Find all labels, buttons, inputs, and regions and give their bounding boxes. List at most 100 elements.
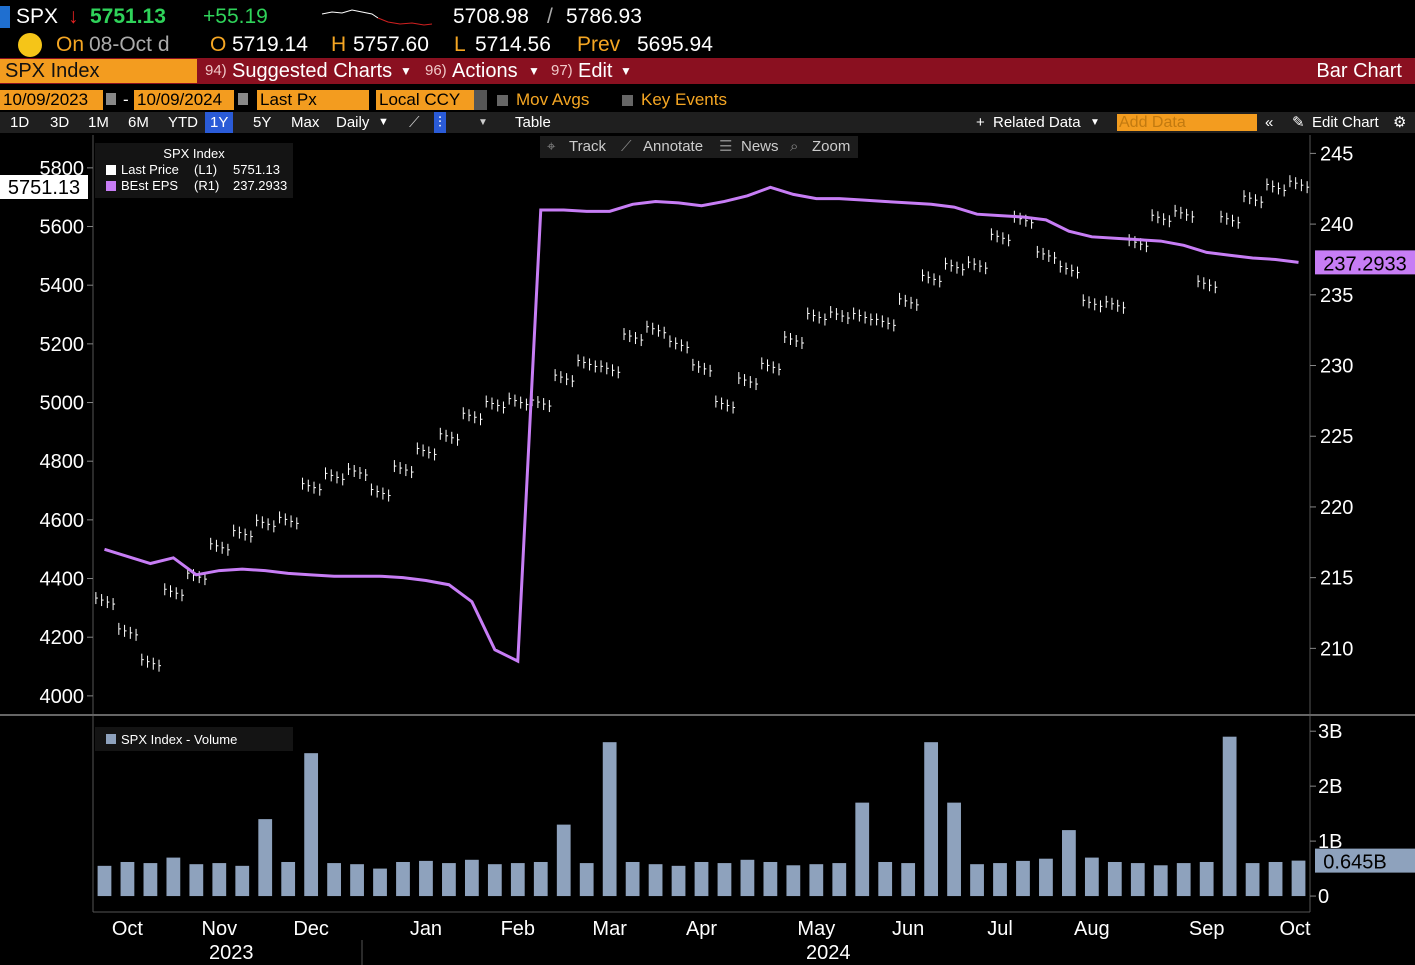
volume-bar [373,868,387,897]
volume-bar [671,865,686,897]
range-button[interactable]: 1Y [205,112,234,133]
end-date[interactable]: 10/09/2024 [134,90,234,110]
chart-tool[interactable]: Zoom [812,138,851,155]
volume-bar [1130,863,1145,897]
edit-chart[interactable]: Edit Chart [1312,114,1379,131]
y-tick-label: 5200 [40,334,85,356]
key-events[interactable]: Key Events [641,90,727,109]
volume-bar [1268,861,1283,897]
volume-bar [878,861,893,897]
price-bar [944,257,965,276]
range-button[interactable]: YTD [168,114,198,131]
add-data[interactable]: Add Data [1119,114,1186,131]
down-arrow: ↓ [68,5,79,28]
price-bar [256,514,276,533]
checkbox[interactable] [622,95,633,106]
price-bar [1243,190,1264,209]
volume-bar [1245,863,1260,897]
volume-bar [510,863,525,897]
range-button[interactable]: 1D [10,114,30,131]
start-date[interactable]: 10/09/2023 [0,90,103,110]
y2-tick-label: 235 [1320,285,1353,307]
y-tick-label: 4400 [40,569,85,591]
sparkline [321,9,433,26]
gauge-icon[interactable] [18,33,42,57]
high: 5757.60 [353,33,429,56]
range-button[interactable]: Max [291,114,320,131]
price-bar [324,467,345,486]
legend-box [95,143,293,198]
chart-tool[interactable]: News [741,138,779,155]
range-button[interactable]: 5Y [253,114,272,131]
collapse[interactable]: « [1265,114,1274,131]
y2-tick-label: 210 [1320,638,1353,660]
y-tick-label: 5000 [40,393,85,415]
price-bar [233,524,253,543]
chart-tool[interactable]: Annotate [643,138,704,155]
add-data-box[interactable] [1117,114,1257,131]
security-box[interactable] [0,59,197,83]
chart-tool[interactable]: Track [569,138,606,155]
legend-swatch [106,181,116,191]
legend-axis: (R1) [194,178,219,193]
legend-value: 5751.13 [233,162,280,177]
volume-bar [740,859,755,897]
frequency[interactable]: Daily [336,114,370,131]
line-icon[interactable]: ⟋ [409,114,420,131]
price-bar [1036,245,1057,264]
range-button[interactable]: 1M [88,114,109,131]
security[interactable]: SPX Index [5,60,100,82]
last-value: 0.645B [1323,852,1386,874]
volume-bar [350,864,364,897]
legend-label: BEst EPS [121,178,178,193]
actions[interactable]: Actions [452,60,518,82]
x-tick-label: Jan [410,918,442,940]
currency[interactable]: Local CCY [376,90,474,110]
price-bar [807,307,827,326]
volume-bar [97,865,112,897]
y2-tick-label: 220 [1320,497,1353,519]
suggested-charts[interactable]: Suggested Charts [232,60,393,82]
y2-tick-label: 245 [1320,143,1353,165]
legend-title: SPX Index [163,146,225,161]
volume-bar [304,753,319,897]
volume-bar [1062,830,1076,897]
prev: 5695.94 [637,33,713,56]
volume-bar [442,863,456,897]
volume-bar [648,864,663,897]
range-button[interactable]: 3D [50,114,70,131]
bar-icon[interactable]: ⫶ [434,112,446,133]
table[interactable]: Table [515,114,551,131]
edit[interactable]: Edit [578,60,613,82]
volume-bar [189,864,204,897]
field[interactable]: Last Px [257,90,369,110]
y-tick-label: 1B [1318,831,1342,853]
x-tick-label: Mar [592,918,627,940]
legend-box [95,727,293,751]
legend-value: 237.2933 [233,178,287,193]
last-value-badge [0,175,88,199]
calendar-icon[interactable] [106,93,116,105]
y-tick-label: 3B [1318,721,1342,743]
volume-bar [602,742,617,897]
checkbox[interactable] [497,95,508,106]
caret: ▼ [478,117,488,128]
caret: ▼ [400,64,412,78]
volume-bar [855,802,870,897]
price-bar [669,335,690,354]
volume-bar [625,861,640,897]
dropdown[interactable] [474,90,487,110]
caret: ▼ [620,64,632,78]
calendar-icon[interactable] [238,93,248,105]
related-data[interactable]: Related Data [993,114,1081,131]
volume-bar [1107,861,1122,897]
mov-avgs[interactable]: Mov Avgs [516,90,590,109]
price-bar [784,330,804,349]
range-button[interactable]: 6M [128,114,149,131]
price-bar [899,292,919,311]
volume-bar [258,819,273,897]
date-dash: - [123,90,129,109]
gear-icon[interactable]: ⚙ [1393,114,1407,131]
volume-bar [120,861,135,897]
price-bar [1220,210,1241,229]
